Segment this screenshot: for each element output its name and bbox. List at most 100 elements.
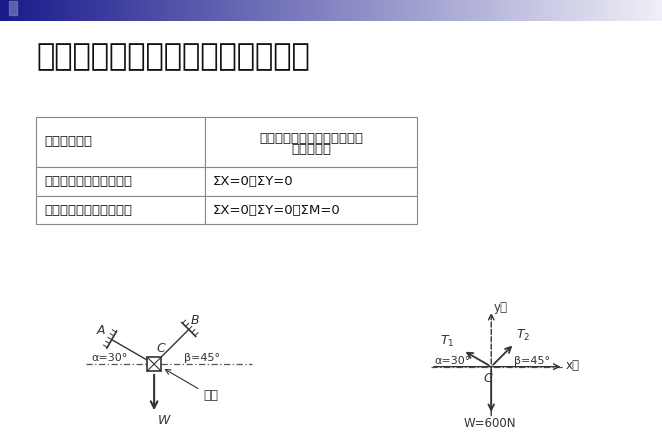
Bar xyxy=(8,0,10,21)
Bar xyxy=(233,0,235,21)
Bar xyxy=(540,0,542,21)
Bar xyxy=(32,0,33,21)
Bar xyxy=(332,0,334,21)
Bar xyxy=(521,0,523,21)
Bar xyxy=(177,0,179,21)
Bar xyxy=(137,0,139,21)
Bar xyxy=(577,0,579,21)
Bar xyxy=(657,0,659,21)
Bar xyxy=(200,0,202,21)
Bar xyxy=(41,0,43,21)
Bar xyxy=(449,0,450,21)
Bar xyxy=(257,0,258,21)
Bar xyxy=(204,0,205,21)
Bar xyxy=(352,0,354,21)
Text: x轴: x轴 xyxy=(566,359,580,372)
Bar xyxy=(224,0,225,21)
Bar xyxy=(212,0,213,21)
Bar xyxy=(510,0,511,21)
Bar xyxy=(185,0,187,21)
Bar xyxy=(10,0,12,21)
Bar xyxy=(139,0,140,21)
Bar xyxy=(134,0,136,21)
Bar xyxy=(401,0,402,21)
Bar xyxy=(285,0,286,21)
Bar xyxy=(642,0,644,21)
Bar xyxy=(639,0,641,21)
Bar xyxy=(447,0,449,21)
Bar xyxy=(546,0,548,21)
Bar xyxy=(436,0,437,21)
Bar xyxy=(344,0,346,21)
Bar xyxy=(636,0,638,21)
Bar xyxy=(551,0,553,21)
Bar xyxy=(514,0,516,21)
Bar xyxy=(209,0,211,21)
Bar xyxy=(114,0,116,21)
Bar xyxy=(226,0,228,21)
Bar xyxy=(462,0,463,21)
Bar xyxy=(438,0,440,21)
Bar xyxy=(205,0,207,21)
Bar xyxy=(252,0,253,21)
Bar xyxy=(569,0,571,21)
Bar xyxy=(265,0,267,21)
Bar xyxy=(156,0,158,21)
Bar xyxy=(374,0,376,21)
Bar xyxy=(113,0,114,21)
Bar xyxy=(253,0,255,21)
Bar xyxy=(7,0,8,21)
Bar xyxy=(561,0,563,21)
Text: 作用线重合: 作用线重合 xyxy=(291,143,331,156)
Bar xyxy=(592,0,594,21)
Bar xyxy=(609,0,611,21)
Bar xyxy=(568,0,569,21)
Bar xyxy=(631,0,632,21)
Bar xyxy=(295,0,297,21)
Bar xyxy=(469,0,470,21)
Bar xyxy=(544,0,546,21)
Bar xyxy=(215,0,217,21)
Bar xyxy=(23,0,25,21)
Bar xyxy=(478,0,480,21)
Bar xyxy=(303,0,305,21)
Bar xyxy=(328,0,330,21)
Bar xyxy=(263,0,265,21)
Bar xyxy=(147,357,161,371)
Bar xyxy=(495,0,496,21)
Bar xyxy=(628,0,629,21)
Bar xyxy=(199,0,200,21)
Bar xyxy=(506,0,508,21)
Bar xyxy=(392,0,394,21)
Bar xyxy=(305,0,307,21)
Bar xyxy=(132,0,134,21)
Bar xyxy=(356,0,357,21)
Bar xyxy=(68,0,70,21)
Bar xyxy=(277,0,278,21)
Bar xyxy=(331,0,332,21)
Bar xyxy=(394,0,396,21)
Bar xyxy=(575,0,576,21)
Bar xyxy=(556,0,557,21)
Bar xyxy=(465,0,467,21)
Text: 平面汇交力系的平衡条件: 平面汇交力系的平衡条件 xyxy=(44,175,132,188)
Text: β=45°: β=45° xyxy=(514,356,549,366)
Bar xyxy=(471,0,473,21)
Bar xyxy=(65,0,66,21)
Bar xyxy=(105,0,106,21)
Bar xyxy=(288,0,290,21)
Bar xyxy=(516,0,518,21)
Bar xyxy=(616,0,618,21)
Bar xyxy=(314,0,316,21)
Bar xyxy=(191,0,192,21)
Bar xyxy=(496,0,498,21)
Bar xyxy=(604,0,606,21)
Bar xyxy=(647,0,649,21)
Bar xyxy=(197,0,199,21)
Bar xyxy=(343,0,344,21)
Bar xyxy=(26,0,28,21)
Bar xyxy=(13,0,15,21)
Bar xyxy=(422,0,424,21)
Text: ΣX=0，ΣY=0: ΣX=0，ΣY=0 xyxy=(213,175,294,188)
Bar xyxy=(617,0,619,21)
